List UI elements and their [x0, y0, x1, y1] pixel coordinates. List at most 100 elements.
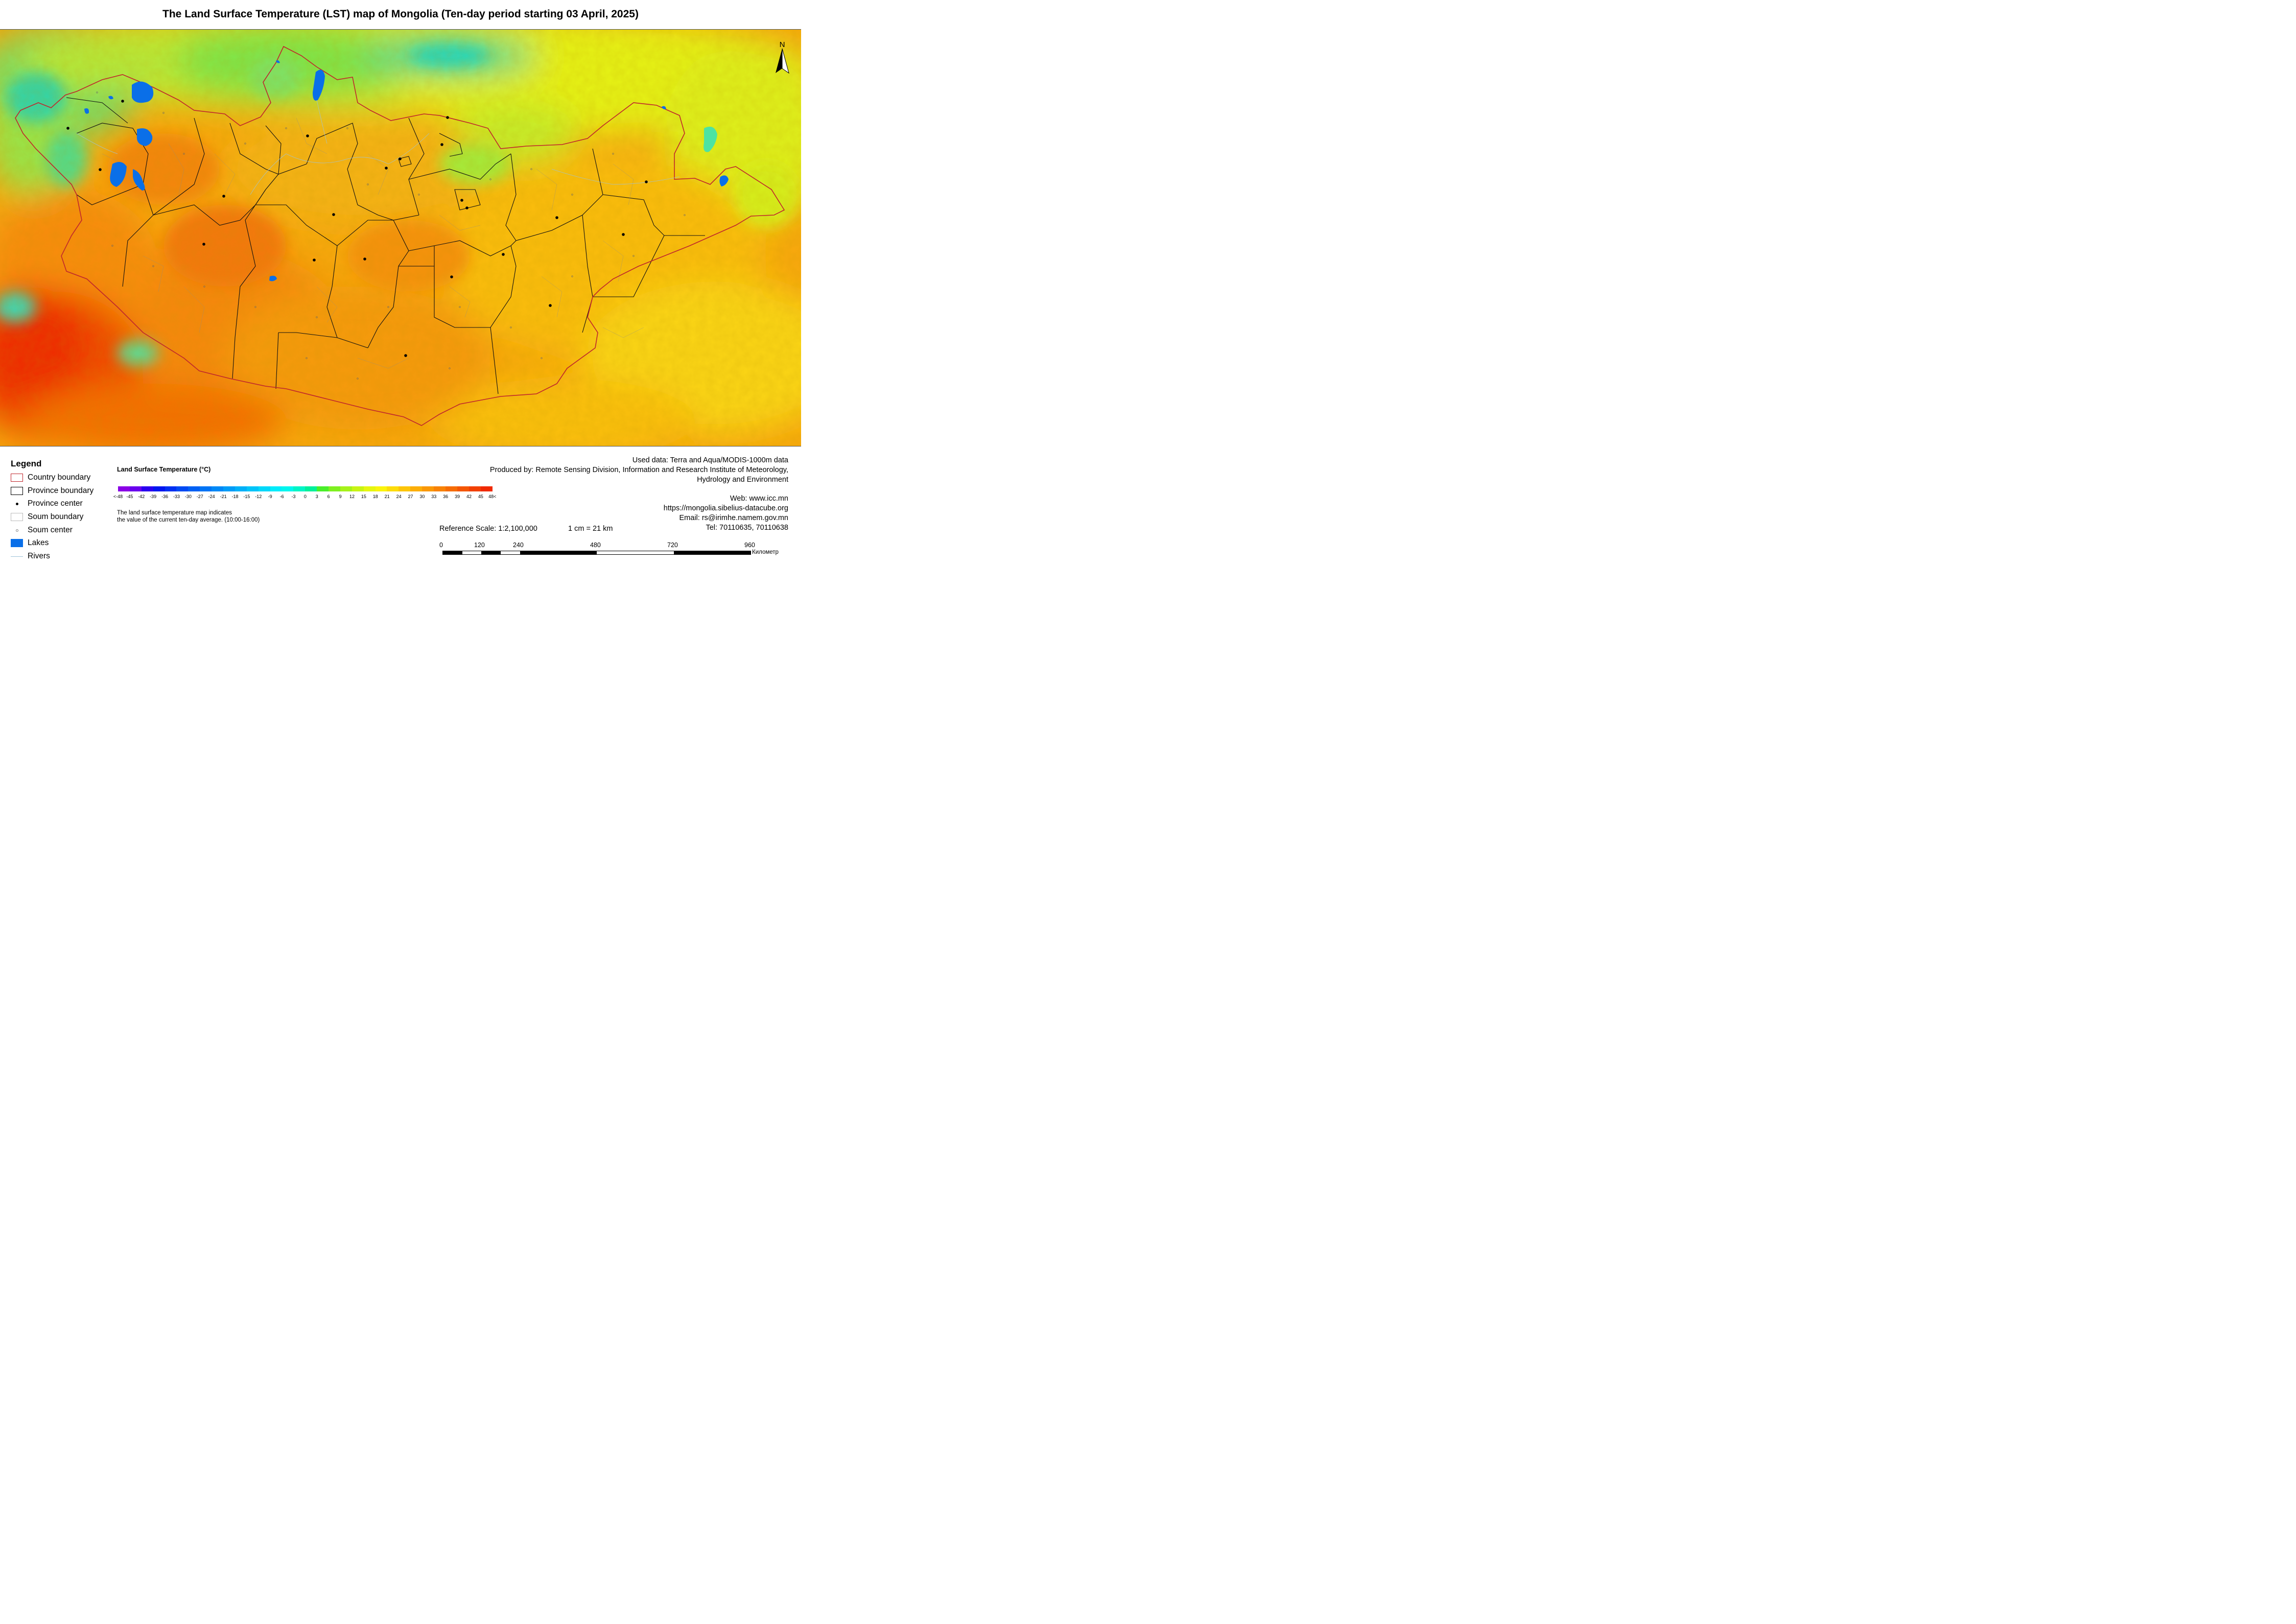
- scale-seg: [673, 551, 751, 554]
- lst-tick-label: -30: [184, 494, 192, 499]
- lst-color-swatch: [457, 486, 469, 491]
- scale-tick-0: 0: [439, 542, 443, 549]
- scale-seg: [443, 551, 462, 554]
- lst-scale-title: Land Surface Temperature (°C): [117, 466, 211, 473]
- email-text[interactable]: Email: rs@irimhe.namem.gov.mn: [679, 514, 788, 522]
- lake-orog: [269, 275, 277, 281]
- lst-map[interactable]: N: [0, 29, 801, 446]
- lst-color-swatch: [387, 486, 399, 491]
- lst-color-swatch: [422, 486, 434, 491]
- soum-boundary-swatch: [11, 512, 23, 521]
- lst-tick-label: -15: [243, 494, 250, 499]
- scale-seg: [520, 551, 597, 554]
- lst-color-swatch: [118, 486, 130, 491]
- soum-centers: [96, 91, 686, 380]
- lst-color-swatch: [375, 486, 387, 491]
- lake-uvs: [132, 81, 154, 103]
- lst-color-swatch: [235, 486, 247, 491]
- legend-label: Country boundary: [28, 473, 91, 482]
- lst-color-swatch: [129, 486, 142, 491]
- lst-color-swatch: [153, 486, 165, 491]
- lst-tick-label: -9: [268, 494, 272, 499]
- lst-tick-label: -3: [291, 494, 296, 499]
- lst-color-swatch: [317, 486, 329, 491]
- legend-label: Soum boundary: [28, 512, 84, 521]
- lst-tick-label: -39: [150, 494, 157, 499]
- lst-tick-label: 48<: [488, 494, 497, 499]
- legend-label: Soum center: [28, 525, 73, 534]
- lake-swatch: [11, 539, 23, 548]
- lst-note: The land surface temperature map indicat…: [117, 509, 260, 524]
- lst-tick-label: 27: [408, 494, 413, 499]
- produced-by-line2: Hydrology and Environment: [697, 476, 788, 484]
- legend-label: Province boundary: [28, 486, 94, 495]
- legend-item-province-center: Province center: [11, 497, 93, 510]
- lst-color-swatch: [340, 486, 352, 491]
- web-text[interactable]: Web: www.icc.mn: [730, 495, 788, 503]
- north-arrow-icon: [776, 48, 789, 74]
- north-arrow-label: N: [780, 40, 785, 49]
- lst-color-bar: [118, 486, 493, 491]
- legend-item-rivers: Rivers: [11, 550, 93, 563]
- province-center-icon: [11, 500, 23, 508]
- lst-tick-label: -21: [220, 494, 227, 499]
- produced-by-line1: Produced by: Remote Sensing Division, In…: [489, 466, 788, 474]
- lst-raster: N: [0, 30, 801, 446]
- lst-tick-label: 15: [361, 494, 366, 499]
- lst-color-swatch: [176, 486, 189, 491]
- soum-center-icon: [11, 526, 23, 534]
- lake-khyargas: [136, 128, 153, 146]
- lst-color-swatch: [399, 486, 411, 491]
- country-boundary-swatch: [11, 473, 23, 482]
- outside-lake: [704, 126, 717, 152]
- lst-color-swatch: [188, 486, 200, 491]
- lst-color-swatch: [434, 486, 446, 491]
- datacube-url[interactable]: https://mongolia.sibelius-datacube.org: [663, 504, 788, 512]
- lake-khar: [133, 169, 145, 191]
- lst-tick-label: 6: [327, 494, 330, 499]
- lst-color-swatch: [223, 486, 235, 491]
- production-info: Used data: Terra and Aqua/MODIS-1000m da…: [490, 456, 788, 485]
- lake-buir: [719, 175, 729, 186]
- lst-color-swatch: [480, 486, 493, 491]
- lst-color-swatch: [445, 486, 457, 491]
- legend-item-province-boundary: Province boundary: [11, 484, 93, 498]
- lst-color-swatch: [200, 486, 212, 491]
- lst-color-swatch: [329, 486, 340, 491]
- legend-label: Rivers: [28, 551, 50, 560]
- cm-equivalence: 1 cm = 21 km: [568, 525, 613, 533]
- lst-tick-label: <-48: [113, 494, 123, 499]
- lst-color-swatch: [352, 486, 364, 491]
- lakes: [84, 60, 666, 281]
- legend-item-lakes: Lakes: [11, 536, 93, 550]
- lake-achit: [84, 108, 89, 114]
- lst-tick-label: 24: [396, 494, 402, 499]
- scale-unit: Километр: [752, 549, 779, 555]
- legend-label: Province center: [28, 499, 83, 508]
- river-swatch: [11, 552, 23, 560]
- lst-tick-label: 42: [466, 494, 472, 499]
- lst-color-swatch: [258, 486, 270, 491]
- lst-note-line1: The land surface temperature map indicat…: [117, 510, 232, 516]
- lst-color-swatch: [363, 486, 376, 491]
- scale-tick-120: 120: [474, 542, 485, 549]
- lst-tick-label: -36: [161, 494, 169, 499]
- lst-tick-label: 3: [315, 494, 318, 499]
- lst-tick-label: 36: [443, 494, 449, 499]
- legend: Country boundary Province boundary Provi…: [11, 471, 93, 563]
- lst-color-swatch: [293, 486, 306, 491]
- lst-color-swatch: [212, 486, 224, 491]
- lst-tick-label: 9: [339, 494, 342, 499]
- lst-tick-label: -27: [196, 494, 203, 499]
- scale-tick-960: 960: [744, 542, 755, 549]
- lst-color-swatch: [270, 486, 282, 491]
- lake-khar-us: [110, 162, 127, 187]
- lst-note-line2: the value of the current ten-day average…: [117, 517, 260, 523]
- scale-tick-720: 720: [667, 542, 678, 549]
- lst-tick-label: -33: [173, 494, 180, 499]
- legend-item-soum-boundary: Soum boundary: [11, 510, 93, 524]
- scale-tick-240: 240: [513, 542, 524, 549]
- lst-tick-label: 39: [455, 494, 460, 499]
- lst-tick-label: 12: [349, 494, 355, 499]
- lst-tick-label: 21: [384, 494, 390, 499]
